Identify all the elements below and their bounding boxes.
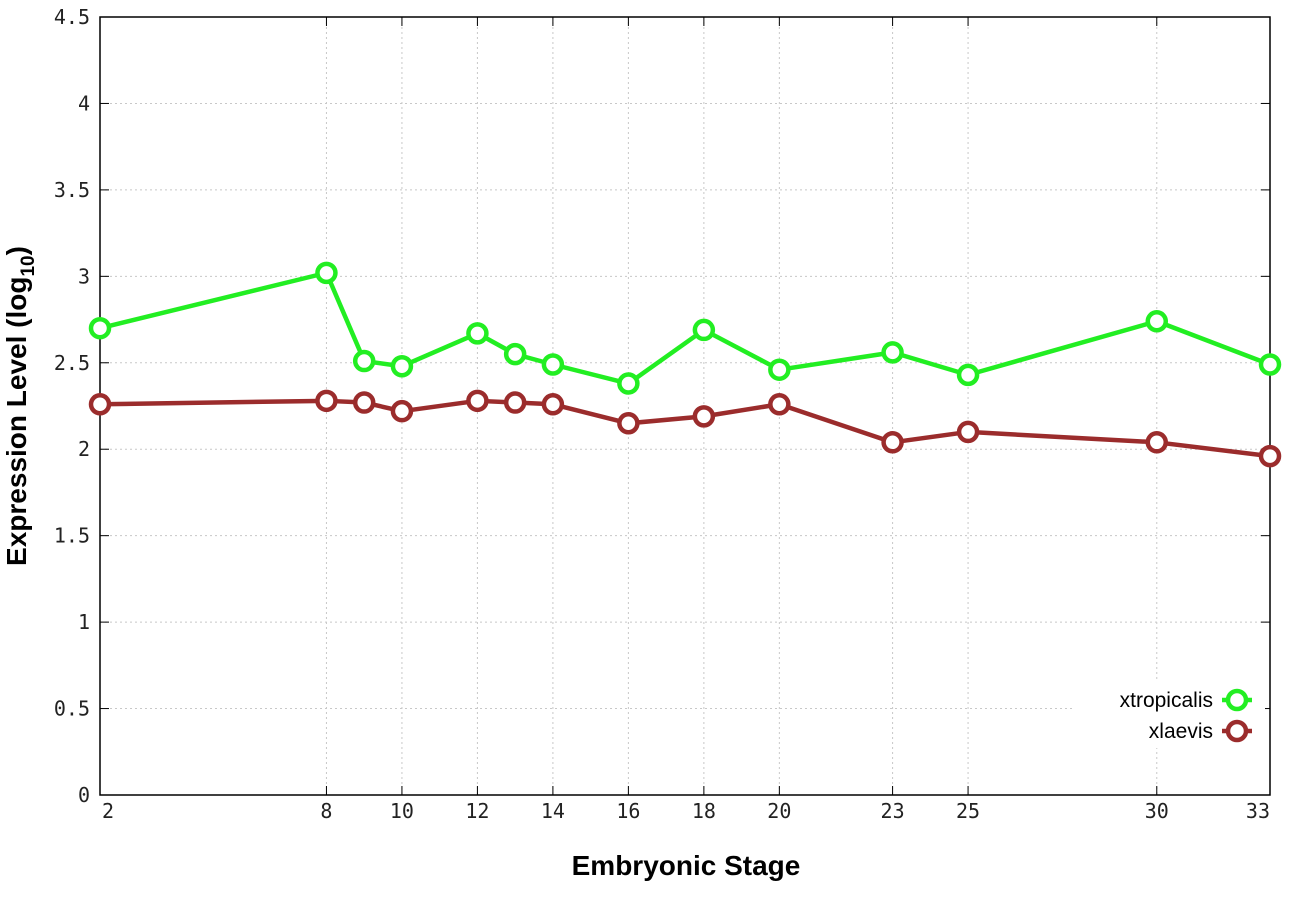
x-tick-label: 2	[102, 799, 114, 823]
data-point-xlaevis	[88, 393, 112, 416]
y-axis-title-close: )	[1, 246, 32, 255]
series-group	[88, 261, 1282, 468]
data-point-xtropicalis	[541, 353, 565, 376]
y-tick-label: 0.5	[54, 697, 90, 721]
data-point-xtropicalis	[88, 316, 112, 340]
y-tick-label: 4.5	[54, 5, 90, 29]
axis-ticks: 0 0.5 1 1.5 2 2.5 3 3.5 4 4.5 2 8 10 12 14 16 18 20 23 25 30…	[54, 5, 1271, 823]
y-tick-label: 3	[78, 264, 90, 288]
legend-label-xtropicalis: xtropicalis	[1120, 689, 1213, 712]
data-point-xtropicalis	[315, 261, 338, 285]
y-tick-label: 3.5	[54, 178, 90, 202]
x-tick-label: 18	[692, 799, 716, 823]
data-point-xtropicalis	[692, 318, 716, 342]
data-point-xlaevis	[768, 393, 791, 416]
data-point-xtropicalis	[503, 342, 527, 366]
x-tick-label: 14	[541, 799, 565, 823]
y-tick-label: 4	[78, 91, 90, 115]
data-point-xlaevis	[617, 412, 640, 435]
y-tick-label: 1	[78, 610, 90, 634]
y-tick-label: 2.5	[54, 351, 90, 375]
x-tick-label: 10	[390, 799, 414, 823]
data-point-xlaevis	[315, 389, 338, 413]
series-line-xtropicalis	[99, 270, 1271, 386]
y-axis-title: Expression Level (log10)	[1, 246, 39, 566]
y-axis-title-subscript: 10	[18, 255, 39, 276]
data-point-xlaevis	[956, 420, 980, 444]
x-tick-label: 30	[1145, 799, 1169, 823]
data-point-xtropicalis	[466, 322, 489, 345]
x-tick-label: 33	[1246, 799, 1270, 823]
data-point-xtropicalis	[617, 372, 640, 395]
grid	[100, 17, 1270, 795]
data-point-xlaevis	[1145, 431, 1169, 454]
x-tick-label: 23	[881, 799, 905, 823]
data-point-xtropicalis	[352, 349, 376, 373]
series-line-xlaevis	[99, 398, 1271, 459]
data-point-xtropicalis	[768, 358, 791, 381]
x-tick-label: 12	[465, 799, 489, 823]
data-point-xlaevis	[503, 391, 527, 414]
legend: xtropicalis xlaevis	[1075, 680, 1265, 748]
data-point-xlaevis	[541, 393, 565, 416]
data-point-xtropicalis	[1145, 310, 1169, 333]
x-tick-label: 25	[956, 799, 980, 823]
data-point-xlaevis	[1258, 444, 1282, 468]
data-point-xlaevis	[390, 399, 414, 423]
data-point-xlaevis	[466, 389, 489, 413]
y-tick-label: 0	[78, 783, 90, 807]
plot-frame	[99, 16, 1271, 796]
y-tick-label: 1.5	[54, 524, 90, 548]
data-point-xtropicalis	[1258, 353, 1282, 376]
data-point-xtropicalis	[390, 354, 414, 378]
series-xtropicalis	[88, 261, 1282, 395]
data-point-xlaevis	[881, 431, 904, 454]
data-point-xtropicalis	[956, 363, 980, 387]
data-point-xlaevis	[352, 391, 376, 414]
legend-label-xlaevis: xlaevis	[1149, 720, 1213, 743]
x-axis-title: Embryonic Stage	[572, 850, 801, 881]
data-point-xlaevis	[692, 405, 716, 428]
legend-marker-xtropicalis	[1225, 688, 1249, 712]
x-tick-label: 8	[320, 799, 332, 823]
x-tick-label: 16	[616, 799, 640, 823]
data-point-xtropicalis	[881, 341, 904, 364]
series-xlaevis	[88, 389, 1282, 468]
x-tick-label: 20	[767, 799, 791, 823]
y-tick-label: 2	[78, 437, 90, 461]
legend-marker-xlaevis	[1225, 719, 1249, 743]
y-axis-title-main: Expression Level (log	[1, 277, 32, 566]
